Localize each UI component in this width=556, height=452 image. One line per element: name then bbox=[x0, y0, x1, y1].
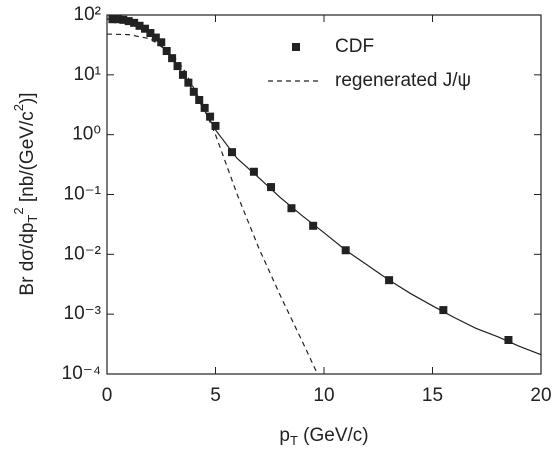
data-point bbox=[200, 103, 209, 112]
x-label-part: p bbox=[279, 425, 290, 446]
x-tick-label: 15 bbox=[422, 385, 443, 406]
legend-marker bbox=[292, 43, 300, 51]
y-tick-label: 10⁰ bbox=[72, 124, 101, 145]
fit-curve bbox=[106, 18, 542, 356]
data-point bbox=[119, 15, 128, 24]
x-axis-label: pT (GeV/c) bbox=[279, 425, 368, 448]
data-point bbox=[195, 95, 204, 104]
data-point bbox=[267, 183, 276, 192]
data-point bbox=[151, 33, 160, 42]
data-point bbox=[504, 336, 513, 345]
y-axis-label: Br dσ/dpT2 [nb/(GeV/c2)] bbox=[11, 92, 40, 295]
legend-label: CDF bbox=[335, 36, 374, 57]
data-point bbox=[439, 306, 448, 315]
y-label-part: 2 bbox=[11, 207, 26, 214]
data-point bbox=[249, 167, 258, 176]
data-point bbox=[140, 24, 149, 33]
x-tick-label: 10 bbox=[313, 385, 334, 406]
data-point bbox=[287, 204, 296, 213]
x-tick-label: 20 bbox=[530, 385, 551, 406]
y-tick-label: 10⁻⁴ bbox=[62, 363, 101, 384]
x-tick-label: 5 bbox=[210, 385, 221, 406]
y-label-part: Br dσ/dp bbox=[17, 223, 38, 296]
x-label-part: T bbox=[290, 433, 298, 448]
y-label-part: T bbox=[25, 215, 40, 223]
y-label-part: )] bbox=[17, 92, 38, 104]
plot-frame bbox=[106, 14, 542, 375]
data-point bbox=[135, 21, 144, 30]
data-point bbox=[157, 38, 166, 47]
dashed-curve bbox=[106, 33, 319, 375]
y-tick-label: 10² bbox=[74, 4, 101, 25]
data-point bbox=[206, 112, 215, 121]
data-point bbox=[309, 221, 318, 230]
y-tick-label: 10¹ bbox=[74, 64, 101, 85]
data-point bbox=[113, 15, 122, 24]
y-tick-label: 10⁻³ bbox=[64, 303, 102, 324]
x-label-part: (GeV/c) bbox=[298, 425, 369, 446]
legend-label: regenerated J/ψ bbox=[335, 70, 471, 91]
y-label-part: 2 bbox=[11, 104, 26, 111]
y-label-part: [nb/(GeV/c bbox=[17, 111, 38, 207]
x-tick-label: 0 bbox=[102, 385, 113, 406]
y-tick-label: 10⁻¹ bbox=[64, 184, 102, 205]
data-point bbox=[130, 18, 139, 27]
data-point bbox=[211, 121, 220, 130]
y-tick-label: 10⁻² bbox=[64, 243, 102, 264]
